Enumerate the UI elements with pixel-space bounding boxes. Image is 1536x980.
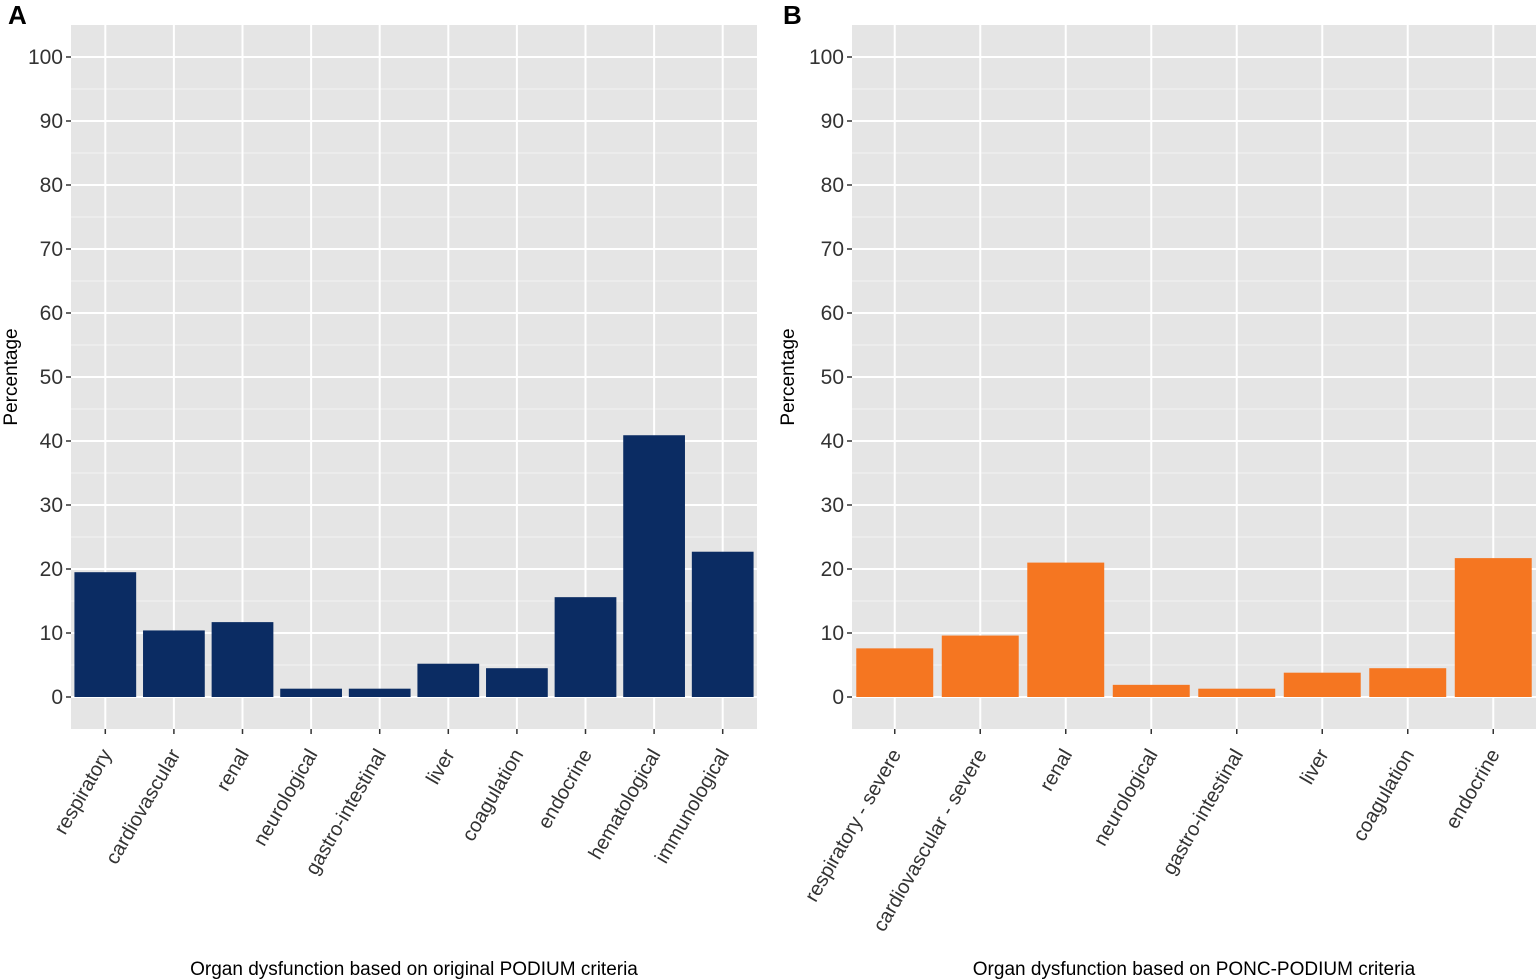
x-tick-label: hematological [585,746,666,864]
bar-coagulation [486,668,548,697]
x-tick-label: respiratory - severe [801,746,906,906]
y-tick-label: 30 [40,494,63,517]
y-tick-label: 100 [28,46,63,69]
y-tick-label: 10 [40,622,63,645]
y-tick-label: 50 [40,366,63,389]
bar-gastro-intestinal [1198,688,1276,697]
panel-label-a: A [8,0,27,30]
bar-respiratory-severe [856,648,934,697]
y-tick-label: 80 [40,174,63,197]
y-tick-label: 10 [821,622,844,645]
x-tick-label: gastro-intestinal [1158,746,1248,879]
panel-b: B 0 10 20 30 40 50 60 70 80 90 100 respiratory - s… [778,0,1536,980]
x-tick-label: immunological [651,746,734,868]
bar-endocrine [554,597,617,697]
y-tick-label: 90 [40,110,63,133]
y-tick-label: 0 [832,686,844,709]
bar-cardiovascular [143,630,205,697]
y-tick-label: 60 [821,302,844,325]
bar-liver [417,663,480,697]
y-tick-label: 70 [40,238,63,261]
y-tick-label: 40 [40,430,63,453]
bar-immunological [691,551,754,697]
x-tick-label: respiratory [50,746,116,839]
x-tick-label: liver [422,745,460,788]
x-axis-title-b: Organ dysfunction based on PONC-PODIUM c… [973,959,1416,980]
panel-a: A 0 10 20 30 40 50 60 70 80 90 100 respiratorycard… [1,0,757,980]
y-axis-title-a: Percentage [1,328,22,425]
x-tick-label: renal [213,746,254,796]
y-tick-label: 0 [51,686,63,709]
y-axis-a: 0 10 20 30 40 50 60 70 80 90 100 [28,46,71,709]
bars-a [74,435,754,697]
y-tick-label: 30 [821,494,844,517]
x-tick-label: coagulation [458,746,528,846]
x-tick-label: neurological [249,746,322,850]
bar-coagulation [1369,668,1447,697]
y-tick-label: 100 [809,46,844,69]
y-tick-label: 90 [821,110,844,133]
y-axis-title-b: Percentage [778,328,799,425]
panel-label-b: B [783,0,802,30]
x-tick-label: endocrine [1442,746,1505,833]
y-axis-b: 0 10 20 30 40 50 60 70 80 90 100 [809,46,852,709]
bar-renal [211,622,274,697]
y-tick-label: 20 [40,558,63,581]
bar-respiratory [74,572,137,697]
bar-neurological [280,688,342,697]
x-axis-title-a: Organ dysfunction based on original PODI… [190,959,638,980]
x-tick-label: renal [1036,746,1077,796]
bar-hematological [623,435,685,697]
y-tick-label: 50 [821,366,844,389]
y-tick-label: 60 [40,302,63,325]
y-tick-label: 70 [821,238,844,261]
bar-renal [1027,562,1105,697]
bars-b [856,558,1532,697]
y-tick-label: 80 [821,174,844,197]
y-tick-label: 40 [821,430,844,453]
x-tick-label: liver [1296,745,1334,788]
x-tick-label: neurological [1090,746,1163,850]
y-tick-label: 20 [821,558,844,581]
bar-endocrine [1454,558,1532,697]
x-tick-label: endocrine [534,746,597,833]
bar-neurological [1112,684,1190,697]
x-tick-label: coagulation [1349,746,1419,846]
bar-cardiovascular-severe [941,635,1019,697]
bar-gastro-intestinal [348,688,411,697]
x-tick-label: cardiovascular [102,745,186,868]
bar-liver [1283,672,1361,697]
